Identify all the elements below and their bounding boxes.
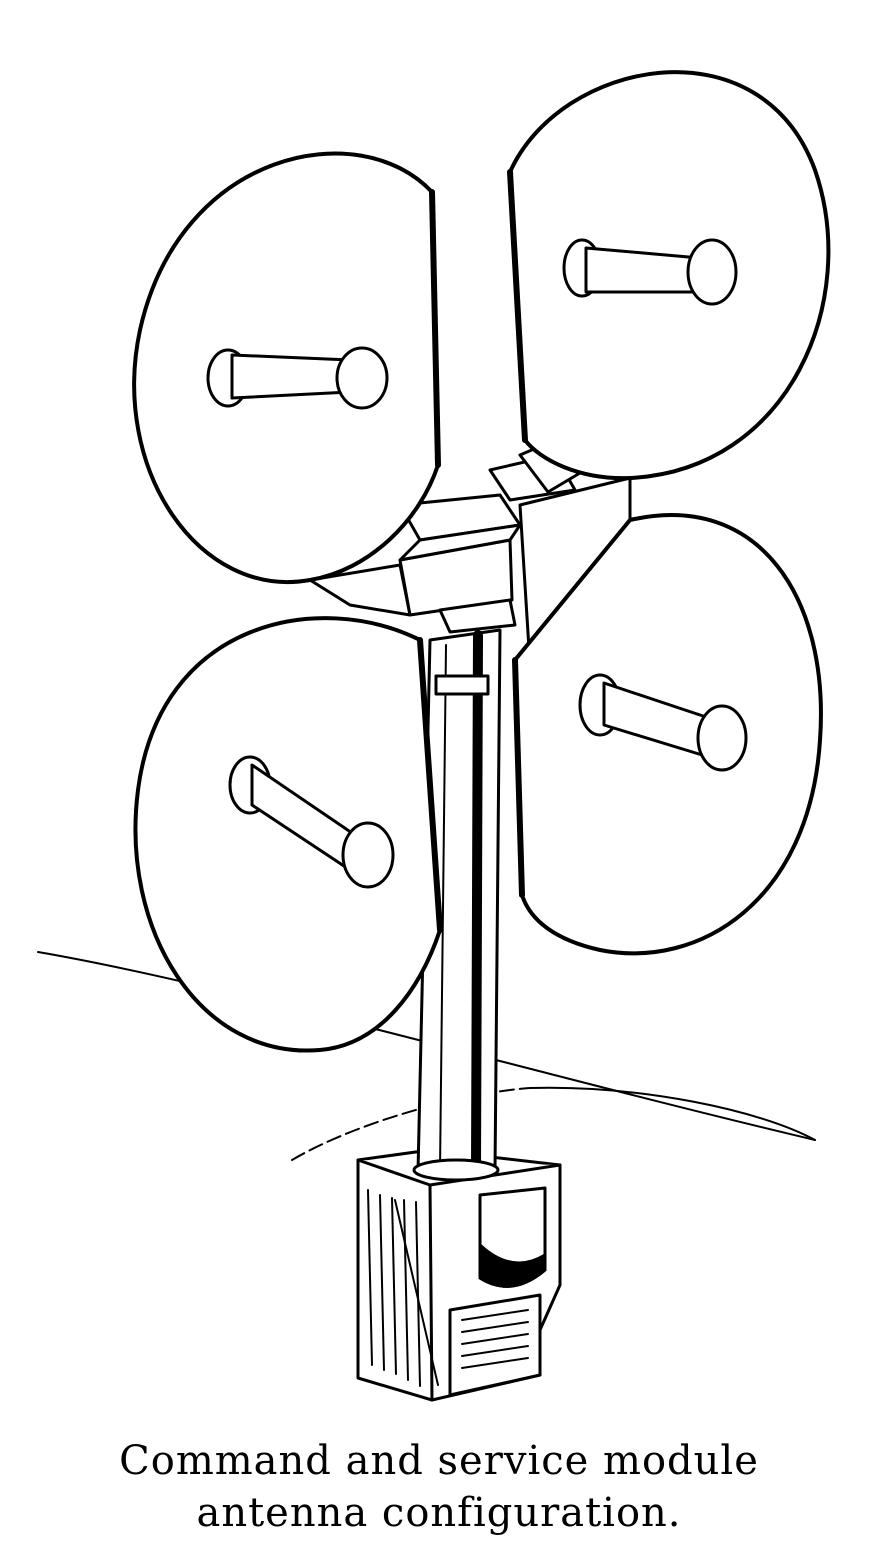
caption-line-1: Command and service module <box>119 1438 759 1484</box>
base-vent-grille <box>461 1309 529 1369</box>
dish-lower-left <box>133 616 443 1053</box>
base-shading <box>367 1189 439 1387</box>
antenna-base-housing <box>356 1148 562 1402</box>
caption-line-2: antenna configuration. <box>196 1490 682 1536</box>
feed-horn-upper-left <box>206 346 389 410</box>
antenna-illustration <box>37 70 831 1402</box>
figure-caption: Command and service module antenna confi… <box>0 1435 878 1539</box>
dish-upper-left <box>132 151 441 584</box>
antenna-mast <box>412 628 502 1182</box>
dish-lower-right <box>512 513 823 956</box>
feed-horn-lower-right <box>578 673 748 772</box>
feed-horn-upper-right <box>562 238 738 306</box>
hull-lines <box>37 951 816 1161</box>
dish-upper-right <box>507 70 831 481</box>
feed-horn-lower-left <box>228 755 395 889</box>
